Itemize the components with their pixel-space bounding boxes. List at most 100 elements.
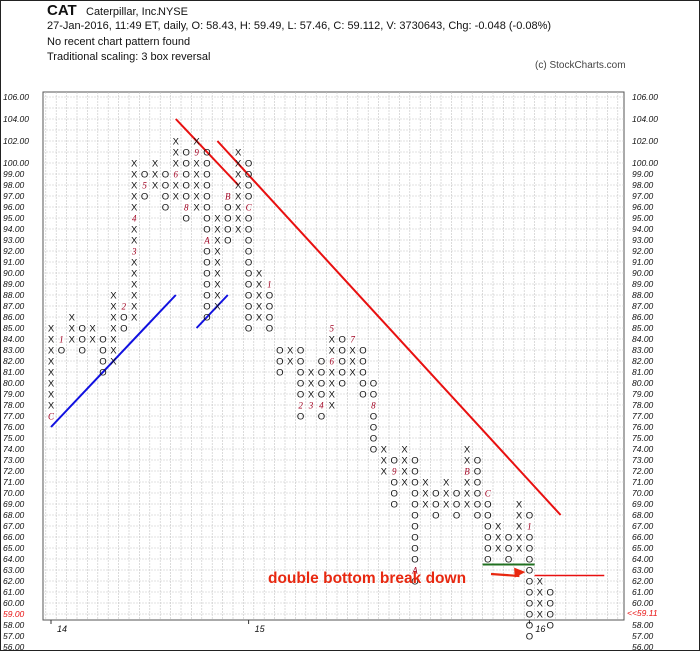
y-tick-label-left: 81.00 (3, 367, 25, 377)
o-box: O (453, 511, 460, 522)
o-box: O (391, 478, 398, 489)
x-box: X (131, 291, 138, 302)
x-box: X (193, 203, 200, 214)
y-tick-label-right: 92.00 (632, 246, 654, 256)
y-tick-label-right: 89.00 (632, 279, 654, 289)
y-tick-label-right: 87.00 (632, 301, 654, 311)
o-box: O (370, 412, 377, 423)
y-tick-label-left: 102.00 (3, 136, 29, 146)
o-box: O (203, 192, 210, 203)
x-box: X (48, 401, 55, 412)
o-box: O (266, 313, 273, 324)
y-tick-label-left: 94.00 (3, 224, 25, 234)
y-tick-label-right: 85.00 (632, 323, 654, 333)
x-box: X (516, 522, 523, 533)
o-box: O (203, 280, 210, 291)
o-box: O (183, 181, 190, 192)
x-box: X (287, 346, 294, 357)
o-box: O (411, 511, 418, 522)
y-tick-label-right: 65.00 (632, 543, 654, 553)
o-box: O (318, 379, 325, 390)
x-box: X (48, 335, 55, 346)
x-box: X (214, 247, 221, 258)
month-mark: A (203, 236, 210, 246)
y-tick-label-right: 79.00 (632, 389, 654, 399)
x-box: X (308, 368, 315, 379)
o-box: O (484, 511, 491, 522)
x-box: X (381, 456, 388, 467)
month-mark: C (246, 203, 253, 213)
x-box: X (256, 313, 263, 324)
x-box: X (235, 181, 242, 192)
pnf-column: O5O (141, 170, 148, 203)
y-tick-label-left: 68.00 (3, 510, 25, 520)
pnf-column: XXX (152, 159, 159, 192)
o-box: O (141, 192, 148, 203)
o-box: O (203, 269, 210, 280)
o-box: O (162, 203, 169, 214)
o-box: O (245, 313, 252, 324)
y-tick-label-right: 104.00 (632, 114, 658, 124)
month-mark: 4 (132, 214, 137, 224)
o-box: O (526, 566, 533, 577)
x-box: X (235, 170, 242, 181)
o-box: O (411, 533, 418, 544)
y-tick-label-right: 96.00 (632, 202, 654, 212)
o-box: O (453, 489, 460, 500)
x-box: X (89, 324, 96, 335)
y-tick-label-right: 66.00 (632, 532, 654, 542)
y-tick-label-left: 75.00 (3, 433, 25, 443)
o-box: O (526, 599, 533, 610)
o-box: O (245, 258, 252, 269)
o-box: O (411, 522, 418, 533)
x-box: X (131, 313, 138, 324)
o-box: O (505, 555, 512, 566)
price-stats: 27-Jan-2016, 11:49 ET, daily, O: 58.43, … (47, 20, 552, 32)
y-tick-label-left: 82.00 (3, 356, 25, 366)
o-box: O (120, 324, 127, 335)
x-box: X (235, 203, 242, 214)
o-box: O (245, 192, 252, 203)
x-box: X (131, 258, 138, 269)
o-box: O (297, 390, 304, 401)
y-tick-label-right: 72.00 (632, 466, 654, 476)
y-tick-label-left: 79.00 (3, 389, 25, 399)
y-tick-label-left: 61.00 (3, 587, 25, 597)
o-box: O (99, 346, 106, 357)
y-tick-label-left: 97.00 (3, 191, 25, 201)
y-axis-left: 106.00104.00102.00100.0099.0098.0097.009… (3, 92, 29, 651)
x-box: X (69, 313, 76, 324)
o-box: O (526, 577, 533, 588)
y-tick-label-left: 69.00 (3, 499, 25, 509)
y-tick-label-right: 69.00 (632, 499, 654, 509)
y-tick-label-left: 99.00 (3, 169, 25, 179)
o-box: O (203, 302, 210, 313)
x-box: X (48, 346, 55, 357)
x-box: X (69, 335, 76, 346)
o-box: O (58, 346, 65, 357)
x-box: X (214, 225, 221, 236)
o-box: O (297, 346, 304, 357)
x-box: X (443, 489, 450, 500)
o-box: O (474, 489, 481, 500)
o-box: O (432, 511, 439, 522)
y-tick-label-right: 93.00 (632, 235, 654, 245)
x-box: X (256, 291, 263, 302)
pnf-column: OOO (505, 533, 512, 566)
y-tick-label-right: 99.00 (632, 169, 654, 179)
y-tick-label-left: 60.00 (3, 598, 25, 608)
o-box: O (370, 379, 377, 390)
o-box: O (183, 214, 190, 225)
x-box: X (495, 544, 502, 555)
y-tick-label-left: 87.00 (3, 301, 25, 311)
o-box: O (245, 159, 252, 170)
x-box: X (235, 148, 242, 159)
o-box: O (505, 533, 512, 544)
o-box: O (432, 500, 439, 511)
month-mark: 8 (371, 401, 376, 411)
